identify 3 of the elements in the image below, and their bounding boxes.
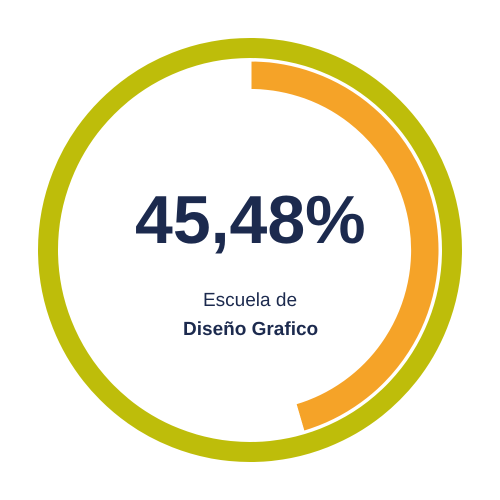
text: Escuela de xyxy=(203,290,298,311)
text: Diseño Grafico xyxy=(183,319,318,340)
data-label: 45,48% xyxy=(135,182,366,258)
